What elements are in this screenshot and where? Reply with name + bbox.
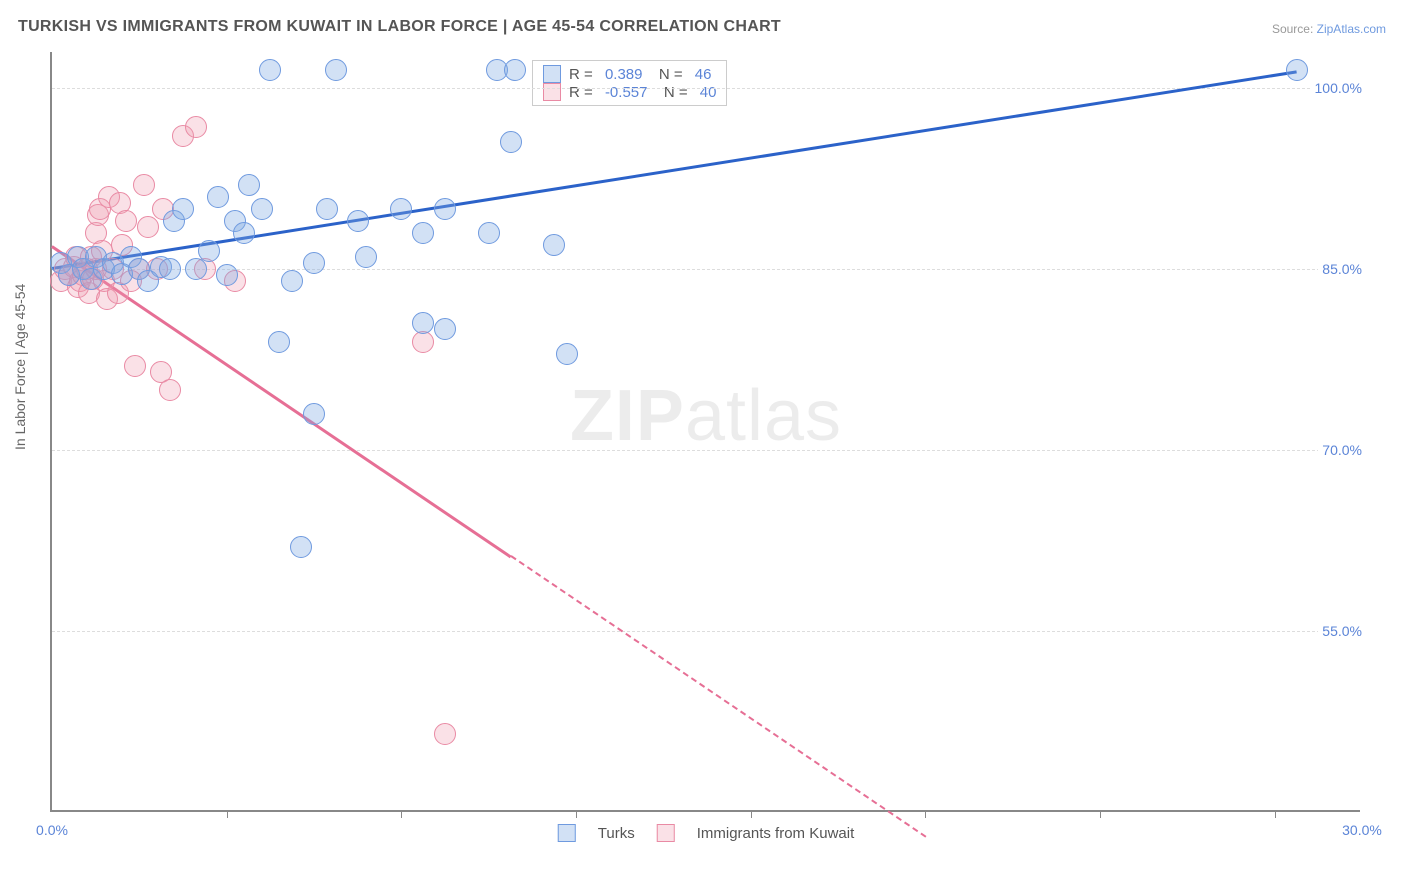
scatter-point-blue: [556, 343, 578, 365]
scatter-point-blue: [478, 222, 500, 244]
gridline-h: [52, 269, 1360, 270]
legend-r-value: 0.389: [605, 66, 643, 83]
scatter-point-blue: [281, 270, 303, 292]
x-tick-mark: [751, 810, 752, 818]
scatter-point-blue: [303, 403, 325, 425]
scatter-point-pink: [137, 216, 159, 238]
scatter-point-blue: [159, 258, 181, 280]
scatter-point-blue: [325, 59, 347, 81]
gridline-h: [52, 88, 1360, 89]
legend-n-label: N =: [650, 66, 686, 83]
gridline-h: [52, 450, 1360, 451]
y-tick-label: 70.0%: [1318, 442, 1366, 458]
scatter-point-blue: [1286, 59, 1308, 81]
scatter-point-blue: [198, 240, 220, 262]
x-tick-label: 30.0%: [1342, 822, 1382, 838]
scatter-point-blue: [412, 312, 434, 334]
scatter-point-blue: [216, 264, 238, 286]
scatter-point-pink: [185, 116, 207, 138]
stats-legend-row: R = 0.389 N = 46: [543, 65, 716, 83]
y-tick-label: 85.0%: [1318, 261, 1366, 277]
stats-legend-row: R = -0.557 N = 40: [543, 83, 716, 101]
legend-r-label: R =: [569, 84, 597, 101]
source-link[interactable]: ZipAtlas.com: [1317, 22, 1386, 36]
series-legend: Turks Immigrants from Kuwait: [558, 824, 855, 842]
x-tick-mark: [1100, 810, 1101, 818]
watermark-rest: atlas: [685, 376, 842, 456]
legend-swatch: [558, 824, 576, 842]
trend-line: [510, 556, 926, 838]
scatter-point-blue: [347, 210, 369, 232]
legend-swatch: [543, 83, 561, 101]
scatter-point-pink: [434, 723, 456, 745]
scatter-point-pink: [159, 379, 181, 401]
scatter-point-blue: [504, 59, 526, 81]
x-tick-label: 0.0%: [36, 822, 68, 838]
legend-r-value: -0.557: [605, 84, 648, 101]
stats-legend: R = 0.389 N = 46R = -0.557 N = 40: [532, 60, 727, 106]
scatter-point-blue: [355, 246, 377, 268]
scatter-point-blue: [390, 198, 412, 220]
scatter-point-blue: [172, 198, 194, 220]
scatter-point-blue: [290, 536, 312, 558]
scatter-point-pink: [124, 355, 146, 377]
y-tick-label: 100.0%: [1311, 80, 1366, 96]
scatter-point-blue: [268, 331, 290, 353]
legend-n-value: 46: [695, 66, 712, 83]
x-tick-mark: [925, 810, 926, 818]
watermark: ZIPatlas: [570, 375, 842, 457]
scatter-point-blue: [259, 59, 281, 81]
x-tick-mark: [227, 810, 228, 818]
scatter-point-blue: [543, 234, 565, 256]
legend-swatch: [543, 65, 561, 83]
scatter-point-blue: [500, 131, 522, 153]
legend-n-value: 40: [700, 84, 717, 101]
scatter-point-blue: [233, 222, 255, 244]
scatter-point-blue: [251, 198, 273, 220]
scatter-point-blue: [185, 258, 207, 280]
scatter-point-blue: [434, 318, 456, 340]
legend-series-label: Turks: [598, 825, 635, 842]
watermark-bold: ZIP: [570, 376, 685, 456]
legend-swatch: [657, 824, 675, 842]
chart-title: TURKISH VS IMMIGRANTS FROM KUWAIT IN LAB…: [18, 18, 781, 36]
y-axis-label: In Labor Force | Age 45-54: [12, 284, 28, 450]
gridline-h: [52, 631, 1360, 632]
legend-n-label: N =: [655, 84, 691, 101]
source-attribution: Source: ZipAtlas.com: [1272, 22, 1386, 36]
scatter-point-blue: [434, 198, 456, 220]
scatter-point-pink: [115, 210, 137, 232]
legend-r-label: R =: [569, 66, 597, 83]
x-tick-mark: [576, 810, 577, 818]
scatter-point-blue: [316, 198, 338, 220]
scatter-point-blue: [303, 252, 325, 274]
scatter-point-pink: [133, 174, 155, 196]
x-tick-mark: [1275, 810, 1276, 818]
scatter-point-blue: [207, 186, 229, 208]
y-tick-label: 55.0%: [1318, 623, 1366, 639]
legend-series-label: Immigrants from Kuwait: [697, 825, 855, 842]
x-tick-mark: [401, 810, 402, 818]
scatter-point-blue: [412, 222, 434, 244]
chart-plot-area: ZIPatlas R = 0.389 N = 46R = -0.557 N = …: [50, 52, 1360, 812]
scatter-point-blue: [238, 174, 260, 196]
source-label: Source:: [1272, 22, 1313, 36]
